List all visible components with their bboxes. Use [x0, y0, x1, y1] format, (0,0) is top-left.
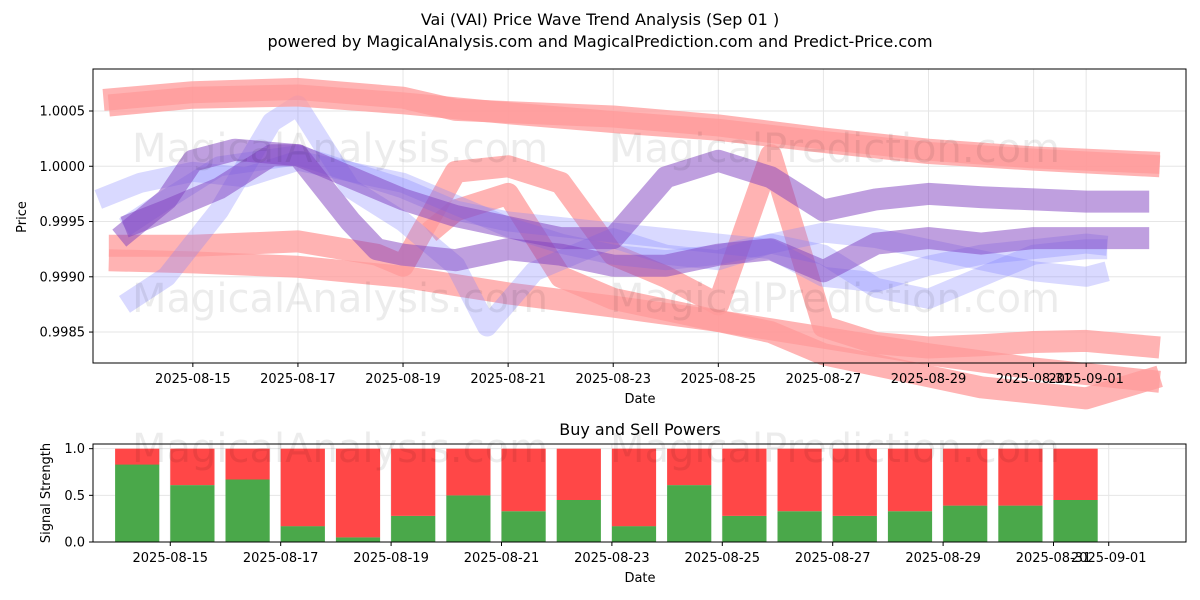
buy-bar-4	[335, 537, 381, 542]
watermark-analysis-bottom: MagicalAnalysis.com	[132, 426, 548, 472]
bottom-x-axis-label: Date	[624, 571, 655, 586]
bottom-y-tick-label-0: 0.0	[64, 536, 85, 551]
sell-bar-1	[170, 448, 215, 486]
top-y-tick-label-2: 0.9995	[40, 215, 86, 230]
bottom-bars	[115, 448, 1098, 542]
sell-bar-10	[667, 448, 712, 486]
top-x-tick-label-7: 2025-08-29	[891, 372, 967, 387]
bottom-plot-frame	[92, 443, 1187, 543]
bottom-x-tick-label-4: 2025-08-23	[574, 551, 650, 566]
top-x-tick-label-9: 2025-09-01	[1048, 372, 1124, 387]
buy-bar-10	[667, 485, 712, 542]
sell-bar-16	[998, 448, 1043, 506]
sell-bar-13	[832, 448, 877, 516]
top-y-axis-label: Price	[15, 201, 30, 233]
top-y-tick-label-3: 1.0000	[40, 160, 86, 175]
buy-bar-5	[391, 515, 436, 542]
bottom-y-tick-label-2: 1.0	[64, 442, 85, 457]
sell-bar-2	[225, 448, 270, 480]
top-x-tick-label-8: 2025-08-31	[996, 372, 1072, 387]
top-x-tick-label-0: 2025-08-15	[155, 372, 231, 387]
bottom-x-tick-label-6: 2025-08-27	[795, 551, 871, 566]
buy-bar-6	[446, 495, 491, 542]
buy-bar-3	[280, 526, 325, 542]
sell-bar-7	[501, 448, 546, 512]
chart-title: Vai (VAI) Price Wave Trend Analysis (Sep…	[421, 10, 779, 29]
sell-bar-0	[115, 448, 160, 465]
buy-bar-17	[1053, 500, 1098, 542]
top-bands	[94, 77, 1163, 410]
band-purple-band-1	[112, 138, 1150, 250]
top-x-tick-label-5: 2025-08-25	[681, 372, 757, 387]
top-x-tick-label-6: 2025-08-27	[786, 372, 862, 387]
bottom-x-tick-label-8: 2025-08-31	[1016, 551, 1092, 566]
buy-bar-8	[556, 500, 601, 542]
watermark-prediction-mid: MagicalPrediction.com	[610, 276, 1060, 322]
watermark-analysis-mid: MagicalAnalysis.com	[132, 276, 548, 322]
top-y-tick-label-4: 1.0005	[40, 105, 86, 120]
band-red-band-3	[107, 84, 1161, 178]
buy-bar-1	[170, 485, 215, 542]
bottom-y-tick-label-1: 0.5	[64, 489, 85, 504]
buy-bar-16	[998, 505, 1043, 542]
top-x-tick-label-2: 2025-08-19	[365, 372, 441, 387]
buy-bar-14	[887, 511, 933, 542]
bottom-watermarks: MagicalAnalysis.com MagicalPrediction.co…	[132, 426, 1060, 472]
top-x-tick-label-4: 2025-08-23	[575, 372, 651, 387]
sell-bar-14	[887, 448, 933, 512]
top-y-tick-label-1: 0.9990	[40, 270, 86, 285]
sell-bar-8	[556, 448, 601, 500]
bottom-chart-title: Buy and Sell Powers	[559, 420, 721, 439]
top-watermarks: MagicalAnalysis.com MagicalPrediction.co…	[132, 126, 1060, 322]
watermark-prediction-bottom: MagicalPrediction.com	[610, 426, 1060, 472]
buy-bar-13	[832, 515, 877, 542]
top-y-axis: 0.9985 0.9990 0.9995 1.0000 1.0005	[40, 105, 93, 341]
buy-bar-7	[501, 511, 546, 542]
top-x-tick-label-3: 2025-08-21	[470, 372, 546, 387]
sell-bar-6	[446, 448, 491, 496]
bottom-y-axis-label: Signal Strength	[39, 443, 54, 543]
band-purple-band-2	[120, 144, 1150, 283]
bottom-x-tick-label-9: 2025-09-01	[1071, 551, 1147, 566]
sell-bar-15	[943, 448, 988, 506]
sell-bar-4	[335, 448, 381, 538]
sell-bar-11	[722, 448, 767, 516]
sell-bar-17	[1053, 448, 1098, 500]
sell-bar-9	[611, 448, 657, 527]
top-x-axis-label: Date	[624, 392, 655, 407]
bottom-x-tick-label-7: 2025-08-29	[905, 551, 981, 566]
buy-bar-12	[777, 511, 822, 542]
bottom-x-tick-label-0: 2025-08-15	[133, 551, 209, 566]
bottom-x-tick-label-2: 2025-08-19	[353, 551, 429, 566]
buy-bar-15	[943, 505, 988, 542]
sell-bar-12	[777, 448, 822, 512]
watermark-prediction-top: MagicalPrediction.com	[610, 126, 1060, 172]
bottom-x-tick-label-1: 2025-08-17	[243, 551, 319, 566]
bottom-y-axis: 0.0 0.5 1.0	[64, 442, 93, 551]
watermark-analysis-top: MagicalAnalysis.com	[132, 126, 548, 172]
buy-bar-2	[225, 479, 270, 542]
bottom-x-tick-label-5: 2025-08-25	[685, 551, 761, 566]
bottom-x-tick-label-3: 2025-08-21	[464, 551, 540, 566]
buy-bar-11	[722, 515, 767, 542]
chart-subtitle: powered by MagicalAnalysis.com and Magic…	[267, 32, 932, 51]
bottom-x-axis: 2025-08-15 2025-08-17 2025-08-19 2025-08-21…	[133, 542, 1147, 566]
buy-bar-0	[115, 464, 160, 542]
top-y-tick-label-0: 0.9985	[40, 326, 86, 341]
sell-bar-5	[391, 448, 436, 516]
top-x-tick-label-1: 2025-08-17	[260, 372, 336, 387]
top-x-axis: 2025-08-15 2025-08-17 2025-08-19 2025-08-21…	[155, 363, 1124, 387]
top-plot-frame	[92, 68, 1187, 364]
buy-bar-9	[611, 526, 657, 542]
sell-bar-3	[280, 448, 325, 527]
